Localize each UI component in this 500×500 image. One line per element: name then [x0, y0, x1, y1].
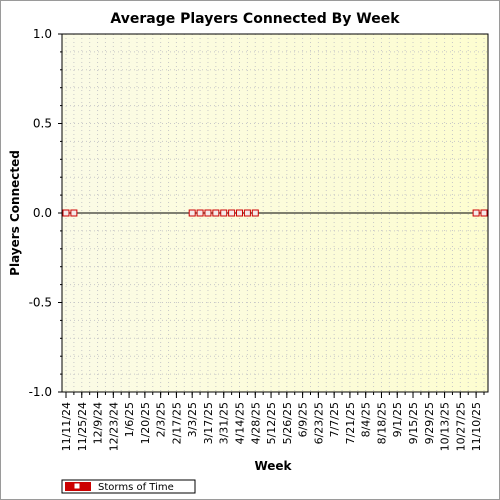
x-tick-label: 11/25/24 [76, 402, 89, 451]
x-tick-label: 9/29/25 [423, 402, 436, 444]
x-tick-label: 11/11/24 [60, 402, 73, 451]
data-point [196, 209, 204, 217]
y-tick-label: 1.0 [33, 27, 52, 41]
x-axis-label: Week [254, 459, 292, 473]
data-point [212, 209, 220, 217]
x-tick-label: 4/28/25 [249, 402, 262, 444]
y-tick-label: -1.0 [29, 385, 52, 399]
data-point [228, 209, 236, 217]
data-point [204, 209, 212, 217]
x-tick-label: 5/12/25 [265, 402, 278, 444]
x-tick-label: 7/21/25 [344, 402, 357, 444]
x-tick-label: 3/17/25 [202, 402, 215, 444]
data-point [188, 209, 196, 217]
data-point [243, 209, 251, 217]
x-tick-label: 8/4/25 [360, 402, 373, 437]
x-tick-label: 12/23/24 [107, 402, 120, 451]
x-tick-label: 10/27/25 [454, 402, 467, 451]
y-tick-label: 0.0 [33, 206, 52, 220]
legend: Storms of Time [61, 479, 196, 494]
x-tick-label: 2/17/25 [170, 402, 183, 444]
y-tick-label: -0.5 [29, 296, 52, 310]
data-point [251, 209, 259, 217]
series-0 [62, 209, 488, 217]
legend-marker [73, 482, 81, 490]
data-point [70, 209, 78, 217]
legend-label: Storms of Time [98, 482, 174, 493]
x-tick-label: 7/7/25 [328, 402, 341, 437]
x-tick-label: 12/9/24 [92, 402, 105, 444]
x-tick-label: 6/23/25 [312, 402, 325, 444]
x-tick-label: 5/26/25 [281, 402, 294, 444]
chart-title: Average Players Connected By Week [110, 11, 400, 27]
x-tick-label: 6/9/25 [297, 402, 310, 437]
data-point [62, 209, 70, 217]
legend-box [61, 479, 196, 494]
data-point [236, 209, 244, 217]
x-tick-label: 1/6/25 [123, 402, 136, 437]
x-tick-label: 2/3/25 [155, 402, 168, 437]
data-point [472, 209, 480, 217]
data-point [480, 209, 488, 217]
x-tick-label: 1/20/25 [139, 402, 152, 444]
x-tick-label: 11/10/25 [470, 402, 483, 451]
grid [62, 34, 488, 392]
data-point [220, 209, 228, 217]
x-tick-label: 9/15/25 [407, 402, 420, 444]
x-tick-label: 3/3/25 [186, 402, 199, 437]
x-tick-label: 4/14/25 [234, 402, 247, 444]
y-axis-label: Players Connected [8, 150, 22, 276]
x-tick-label: 9/1/25 [391, 402, 404, 437]
y-tick-label: 0.5 [33, 117, 52, 131]
x-tick-label: 3/31/25 [218, 402, 231, 444]
x-tick-label: 8/18/25 [375, 402, 388, 444]
x-tick-label: 10/13/25 [439, 402, 452, 451]
